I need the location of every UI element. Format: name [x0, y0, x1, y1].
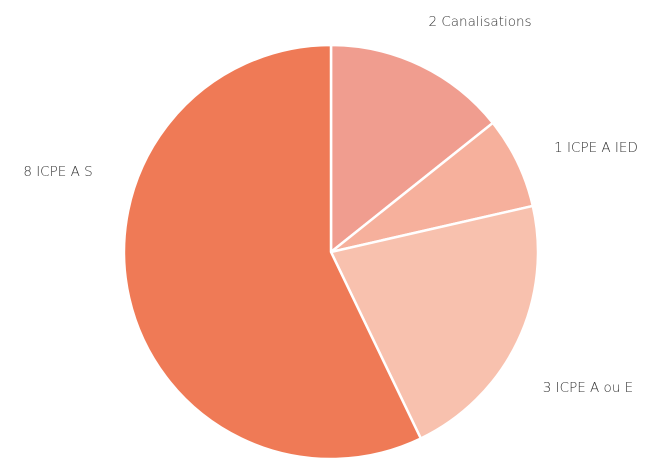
- pie-slice: [122, 43, 423, 461]
- slice-label: 2 Canalisations: [428, 14, 531, 30]
- slice-label: 8 ICPE A S: [23, 164, 92, 180]
- slice-label: 1 ICPE A IED: [554, 140, 638, 156]
- pie-slice: [329, 204, 540, 440]
- slice-label: 3 ICPE A ou E: [543, 380, 633, 396]
- pie-slice: [329, 43, 495, 254]
